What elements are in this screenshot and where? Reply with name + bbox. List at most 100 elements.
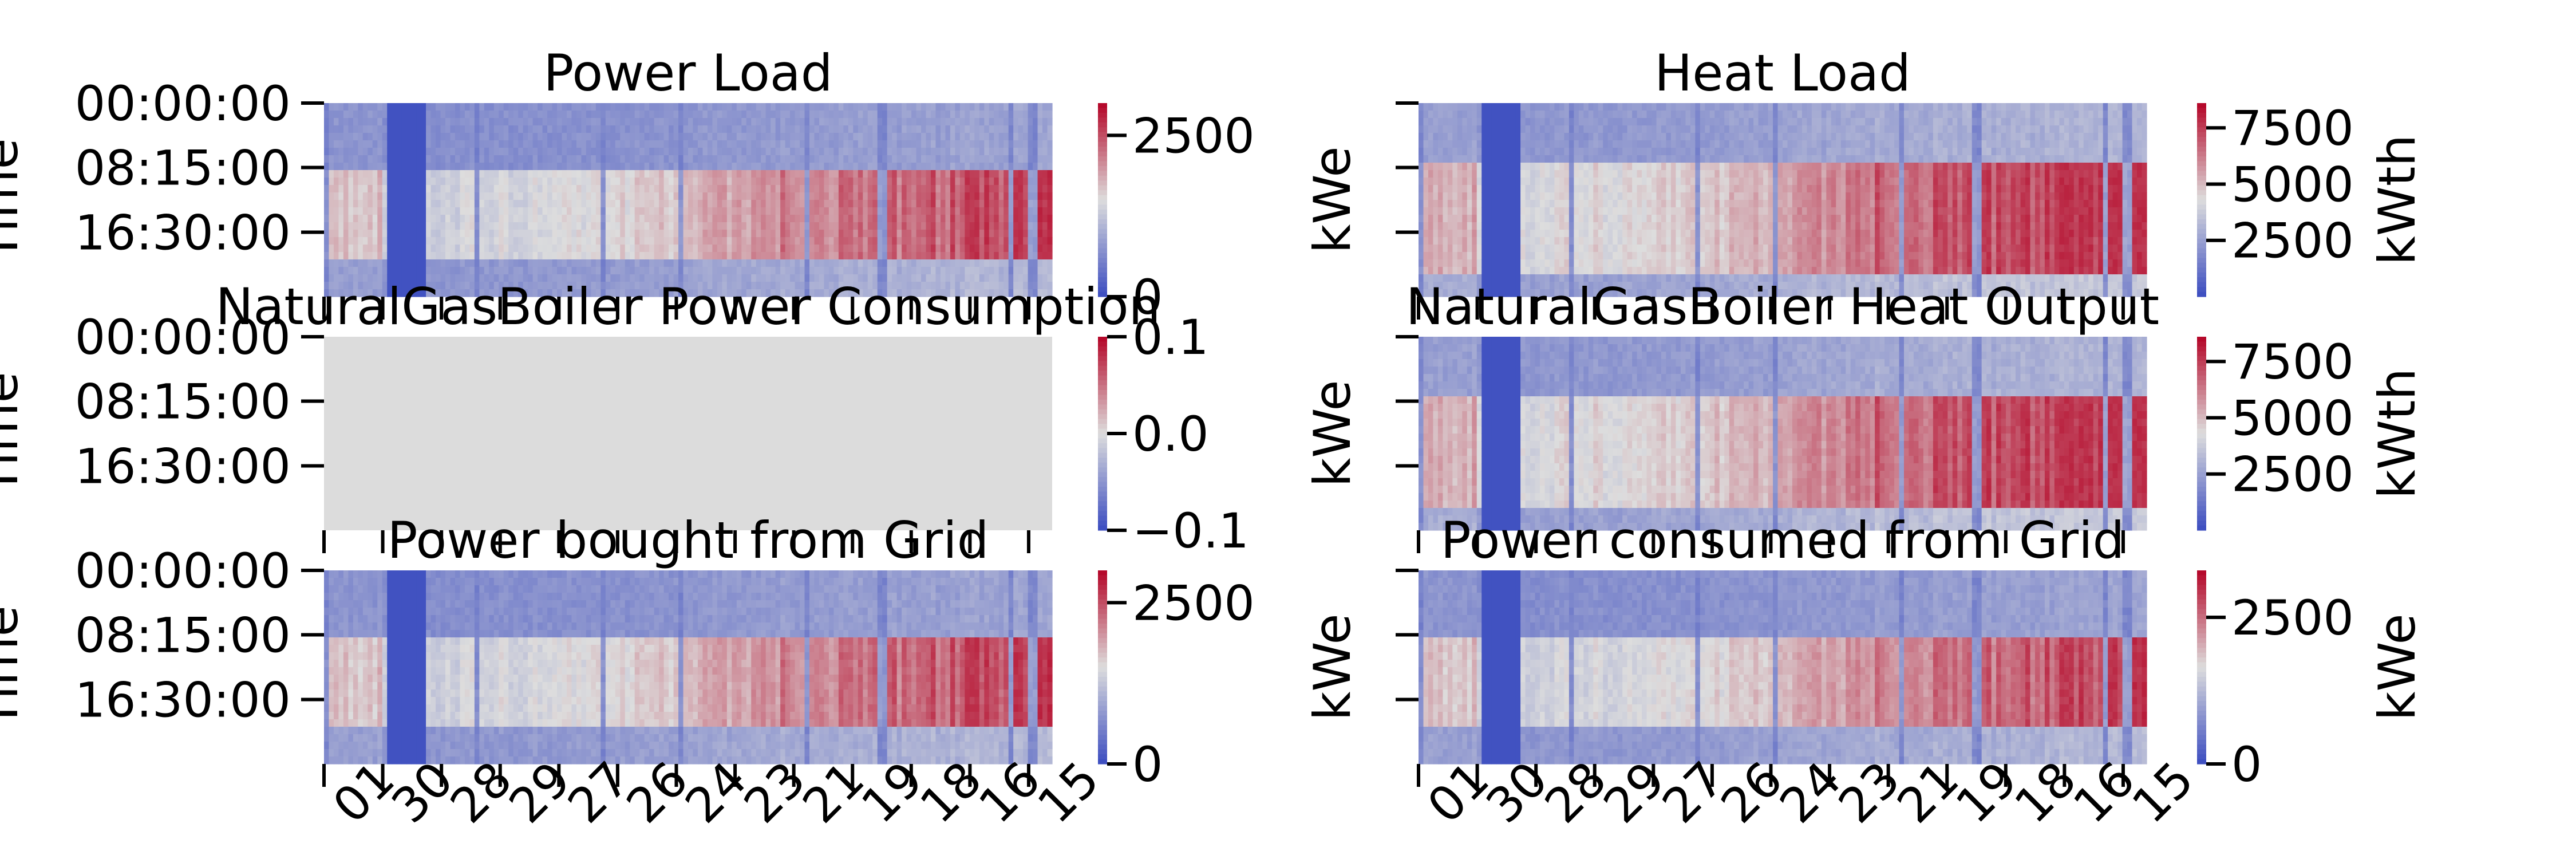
- heatmap-cell: [1452, 192, 1458, 200]
- heatmap-cell: [911, 222, 917, 230]
- heatmap-cell: [615, 215, 621, 223]
- heatmap-cell: [538, 170, 543, 178]
- heatmap-cell: [382, 282, 388, 290]
- heatmap-cell: [523, 289, 528, 297]
- heatmap-cell: [959, 133, 965, 141]
- heatmap-cell: [625, 103, 630, 111]
- heatmap-cell: [683, 185, 689, 193]
- heatmap-cell: [1018, 289, 1024, 297]
- heatmap-cell: [1042, 222, 1048, 230]
- heatmap-cell: [421, 230, 426, 238]
- heatmap-cell: [833, 118, 839, 126]
- heatmap-cell: [411, 185, 417, 193]
- heatmap-cell: [630, 252, 635, 260]
- heatmap-cell: [979, 282, 985, 290]
- heatmap-cell: [489, 111, 495, 119]
- colorbar-segment: [1098, 243, 1107, 249]
- heatmap-cell: [1481, 207, 1487, 215]
- heatmap-cell: [353, 111, 358, 119]
- heatmap-cell: [950, 215, 955, 223]
- heatmap-cell: [785, 274, 791, 282]
- heatmap-cell: [1042, 252, 1048, 260]
- heatmap-cell: [702, 163, 708, 171]
- heatmap-cell: [863, 289, 868, 297]
- heatmap-cell: [649, 215, 655, 223]
- heatmap-cell: [1530, 185, 1536, 193]
- heatmap-cell: [426, 237, 432, 245]
- heatmap-cell: [722, 282, 728, 290]
- heatmap-cell: [595, 103, 601, 111]
- heatmap-cell: [955, 230, 961, 238]
- heatmap-cell: [1544, 118, 1550, 126]
- heatmap-cell: [484, 245, 489, 253]
- heatmap-cell: [1491, 200, 1497, 208]
- heatmap-cell: [639, 274, 645, 282]
- heatmap-cell: [392, 215, 397, 223]
- heatmap-cell: [591, 207, 596, 215]
- heatmap-cell: [615, 185, 621, 193]
- heatmap-cell: [1433, 103, 1439, 111]
- heatmap-cell: [921, 155, 927, 163]
- heatmap-cell: [562, 289, 567, 297]
- heatmap-cell: [955, 274, 961, 282]
- heatmap-cell: [1564, 140, 1570, 148]
- colorbar-segment: [1098, 224, 1107, 230]
- heatmap-cell: [887, 237, 892, 245]
- heatmap-cell: [693, 170, 698, 178]
- heatmap-cell: [824, 140, 829, 148]
- heatmap-cell: [445, 178, 451, 186]
- heatmap-cell: [343, 163, 349, 171]
- heatmap-cell: [761, 215, 767, 223]
- y-tick-label: 00:00:00: [75, 76, 291, 132]
- heatmap-cell: [887, 207, 892, 215]
- heatmap-cell: [819, 133, 825, 141]
- heatmap-cell: [736, 140, 742, 148]
- heatmap-cell: [576, 155, 582, 163]
- heatmap-cell: [761, 178, 767, 186]
- heatmap-cell: [916, 245, 922, 253]
- heatmap-cell: [358, 155, 364, 163]
- heatmap-cell: [931, 118, 937, 126]
- heatmap-cell: [1452, 133, 1458, 141]
- heatmap-cell: [430, 207, 436, 215]
- heatmap-cell: [1535, 237, 1540, 245]
- heatmap-cell: [1520, 148, 1526, 156]
- heatmap-cell: [600, 118, 606, 126]
- heatmap-cell: [421, 245, 426, 253]
- heatmap-cell: [858, 185, 863, 193]
- heatmap-cell: [1428, 103, 1434, 111]
- heatmap-cell: [1047, 259, 1053, 267]
- heatmap-cell: [377, 170, 383, 178]
- heatmap-cell: [620, 222, 626, 230]
- heatmap-cell: [1018, 230, 1024, 238]
- heatmap-cell: [935, 125, 941, 133]
- heatmap-cell: [726, 237, 732, 245]
- heatmap-cell: [751, 133, 757, 141]
- heatmap-cell: [1559, 252, 1564, 260]
- heatmap-cell: [867, 118, 873, 126]
- heatmap-cell: [338, 267, 344, 275]
- heatmap-cell: [615, 170, 621, 178]
- heatmap-cell: [959, 282, 965, 290]
- heatmap-cell: [989, 282, 994, 290]
- heatmap-cell: [348, 163, 354, 171]
- heatmap-cell: [775, 192, 781, 200]
- heatmap-cell: [630, 155, 635, 163]
- heatmap-cell: [552, 207, 558, 215]
- heatmap-cell: [872, 200, 878, 208]
- heatmap-cell: [567, 267, 572, 275]
- heatmap-cell: [741, 230, 747, 238]
- heatmap-cell: [630, 111, 635, 119]
- heatmap-cell: [965, 245, 970, 253]
- heatmap-cell: [479, 170, 485, 178]
- heatmap-cell: [1535, 185, 1540, 193]
- heatmap-cell: [1583, 118, 1589, 126]
- heatmap-cell: [1496, 125, 1502, 133]
- heatmap-cell: [416, 259, 422, 267]
- heatmap-cell: [1437, 125, 1443, 133]
- heatmap-cell: [1574, 192, 1579, 200]
- heatmap-cell: [625, 148, 630, 156]
- heatmap-cell: [1520, 118, 1526, 126]
- heatmap-cell: [338, 170, 344, 178]
- heatmap-cell: [994, 148, 999, 156]
